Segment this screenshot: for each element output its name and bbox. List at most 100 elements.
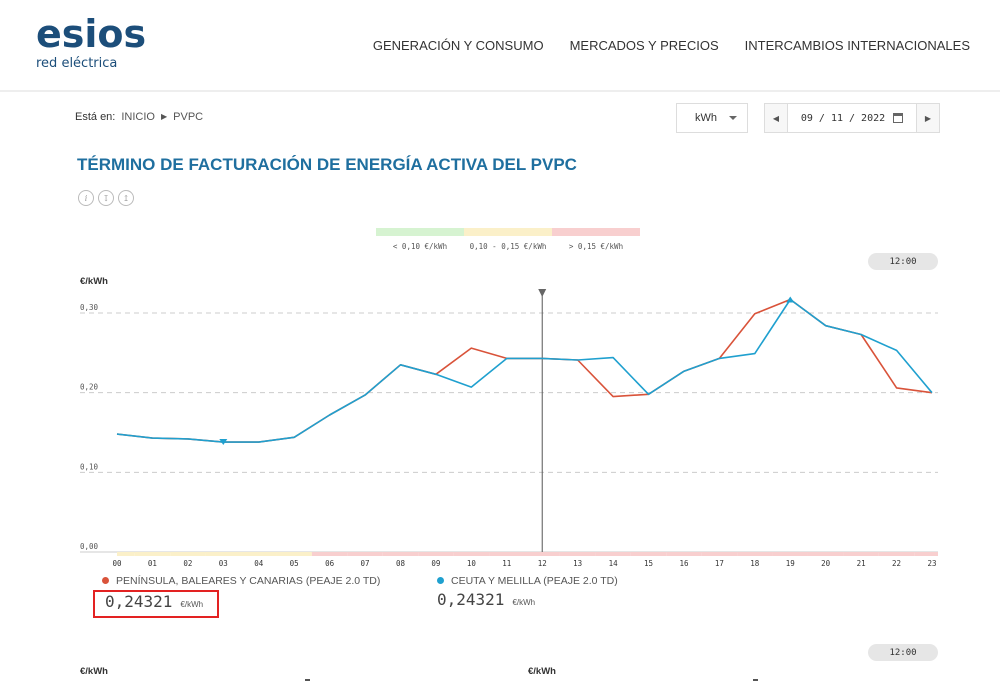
hour-band-segment — [630, 552, 667, 556]
second-chart-y-unit: €/kWh — [80, 666, 108, 677]
nav-intercambios-internacionales[interactable]: INTERCAMBIOS INTERNACIONALES — [744, 38, 970, 53]
x-tick-label: 03 — [219, 559, 228, 568]
hour-band-segment — [241, 552, 277, 556]
legend-band-high — [552, 228, 640, 236]
third-chart-y-unit: €/kWh — [528, 666, 556, 677]
series-name-ceuta: CEUTA Y MELILLA (PEAJE 2.0 TD) — [451, 575, 618, 587]
min-marker-icon — [219, 439, 228, 446]
hour-indicator: 12:00 — [868, 253, 938, 270]
breadcrumb: Está en: INICIO ▶ PVPC — [75, 111, 203, 123]
x-tick-label: 11 — [502, 559, 511, 568]
legend-range-high: > 0,15 €/kWh — [552, 228, 640, 251]
x-tick-label: 21 — [857, 559, 866, 568]
chevron-down-icon — [729, 116, 737, 120]
legend-range-low: < 0,10 €/kWh — [376, 228, 464, 251]
hour-band-segment — [559, 552, 596, 556]
legend-band-mid — [464, 228, 552, 236]
legend-label-high: > 0,15 €/kWh — [568, 242, 624, 251]
value-peninsula-number: 0,24321 — [105, 592, 173, 611]
x-tick-label: 08 — [396, 559, 406, 568]
legend-range-mid: 0,10 - 0,15 €/kWh — [464, 228, 552, 251]
hour-band-segment — [311, 552, 348, 556]
share-icon[interactable]: ↥ — [118, 190, 134, 206]
hour-band-segment — [772, 552, 808, 556]
legend-series-ceuta: CEUTA Y MELILLA (PEAJE 2.0 TD) — [437, 575, 618, 587]
x-tick-label: 09 — [431, 559, 440, 568]
legend-series-peninsula: PENÍNSULA, BALEARES Y CANARIAS (PEAJE 2.… — [102, 575, 380, 587]
hour-band-segment — [595, 552, 631, 556]
value-peninsula-unit: €/kWh — [180, 600, 204, 609]
hour-band-segment — [418, 552, 454, 556]
legend-label-mid: 0,10 - 0,15 €/kWh — [469, 242, 547, 251]
legend-band-low — [376, 228, 464, 236]
y-tick-label: 0,00 — [80, 542, 99, 551]
series-name-peninsula: PENÍNSULA, BALEARES Y CANARIAS (PEAJE 2.… — [116, 575, 381, 587]
x-tick-label: 20 — [821, 559, 831, 568]
value-ceuta-unit: €/kWh — [512, 598, 536, 607]
page-title: TÉRMINO DE FACTURACIÓN DE ENERGÍA ACTIVA… — [77, 155, 577, 174]
x-tick-label: 00 — [112, 559, 122, 568]
logo-sub-text: red eléctrica — [36, 56, 118, 71]
hour-band-segment — [843, 552, 879, 556]
price-range-legend: < 0,10 €/kWh 0,10 - 0,15 €/kWh > 0,15 €/… — [376, 228, 640, 251]
y-tick-label: 0,30 — [80, 303, 99, 312]
hour-band-segment — [347, 552, 383, 556]
hour-band-segment — [914, 552, 938, 556]
x-tick-label: 01 — [148, 559, 157, 568]
hour-band-segment — [276, 552, 312, 556]
x-tick-label: 05 — [290, 559, 299, 568]
download-icon[interactable]: ↧ — [98, 190, 114, 206]
nav-generacion-consumo[interactable]: GENERACIÓN Y CONSUMO — [372, 38, 544, 53]
x-tick-label: 14 — [609, 559, 619, 568]
x-tick-label: 18 — [750, 559, 760, 568]
next-day-button[interactable]: ▶ — [917, 104, 939, 132]
info-icon[interactable]: i — [78, 190, 94, 206]
x-tick-label: 06 — [325, 559, 335, 568]
logo-main-text: esios — [36, 12, 147, 56]
x-tick-label: 10 — [467, 559, 477, 568]
y-axis-unit: €/kWh — [80, 276, 108, 287]
legend-label-low: < 0,10 €/kWh — [392, 242, 448, 251]
unit-select[interactable]: kWh — [676, 103, 748, 133]
x-tick-label: 23 — [927, 559, 936, 568]
main-nav: GENERACIÓN Y CONSUMO MERCADOS Y PRECIOS … — [373, 38, 970, 53]
value-ceuta: 0,24321 €/kWh — [427, 590, 545, 618]
cursor-marker-icon — [538, 289, 547, 297]
calendar-icon[interactable] — [893, 113, 904, 123]
hour-band-segment — [807, 552, 844, 556]
breadcrumb-separator-icon: ▶ — [160, 112, 168, 121]
max-marker-icon — [786, 296, 795, 303]
esios-logo[interactable]: esios red eléctrica — [36, 14, 146, 71]
chart-actions: i ↧ ↥ — [78, 190, 134, 206]
x-tick-label: 13 — [573, 559, 582, 568]
y-tick-label: 0,10 — [80, 462, 99, 471]
x-tick-label: 15 — [644, 559, 653, 568]
date-picker: ◀ 09 / 11 / 2022 ▶ — [764, 103, 940, 133]
prev-day-button[interactable]: ◀ — [765, 104, 787, 132]
hour-band-segment — [205, 552, 242, 556]
x-tick-label: 19 — [786, 559, 795, 568]
series-line-peninsula — [116, 298, 933, 443]
hour-band-segment — [117, 552, 135, 556]
breadcrumb-pvpc[interactable]: PVPC — [173, 111, 204, 123]
site-header: esios red eléctrica GENERACIÓN Y CONSUMO… — [0, 0, 1000, 92]
breadcrumb-label: Está en: — [75, 111, 116, 123]
date-value: 09 / 11 / 2022 — [800, 112, 886, 124]
date-input[interactable]: 09 / 11 / 2022 — [787, 104, 917, 132]
hour-band-segment — [878, 552, 915, 556]
x-tick-label: 17 — [715, 559, 724, 568]
hour-band-segment — [489, 552, 525, 556]
hour-band-segment — [134, 552, 171, 556]
nav-mercados-precios[interactable]: MERCADOS Y PRECIOS — [569, 38, 719, 53]
x-tick-label: 02 — [183, 559, 192, 568]
breadcrumb-inicio[interactable]: INICIO — [121, 111, 155, 123]
value-peninsula: 0,24321 €/kWh — [93, 590, 219, 618]
chart-controls: kWh ◀ 09 / 11 / 2022 ▶ — [676, 103, 940, 133]
hour-band-segment — [453, 552, 490, 556]
series-dot-ceuta — [437, 577, 444, 584]
hour-band-segment — [666, 552, 702, 556]
value-ceuta-number: 0,24321 — [437, 590, 505, 609]
hour-indicator-second: 12:00 — [868, 644, 938, 661]
hour-band-segment — [382, 552, 419, 556]
